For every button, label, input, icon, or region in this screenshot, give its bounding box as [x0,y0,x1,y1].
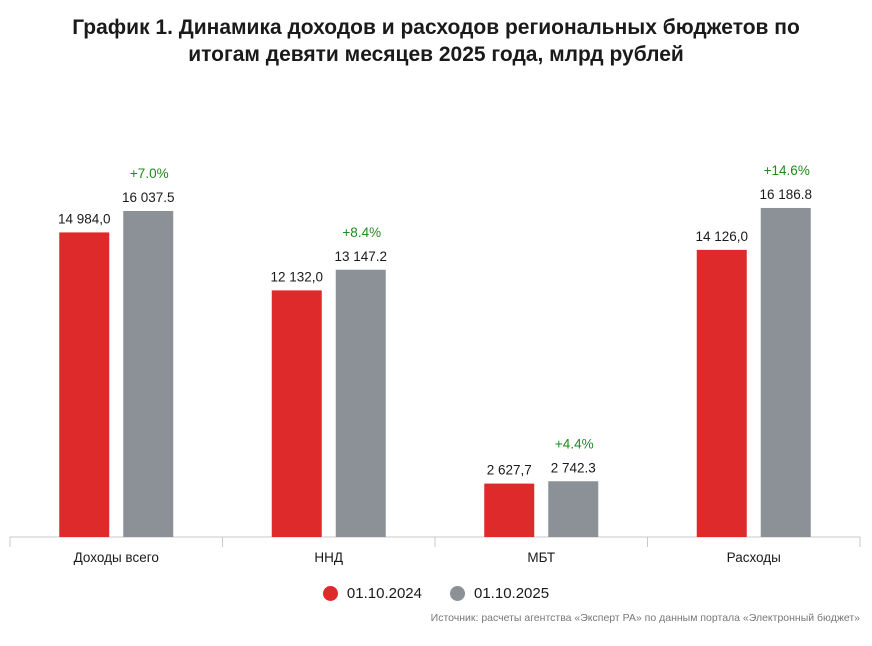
bar-series-1 [59,232,110,538]
change-label: +7.0% [130,166,169,181]
data-label: 2 742.3 [551,460,596,475]
bar-series-1 [271,290,322,537]
source-note: Источник: расчеты агентства «Эксперт РА»… [430,612,860,624]
data-label: 13 147.2 [334,249,387,264]
legend-label-series-2: 01.10.2025 [474,585,550,602]
data-label: 14 126,0 [695,229,748,244]
x-tick-label: Расходы [727,550,781,565]
x-tick-label: МБТ [527,550,555,565]
legend-item-series-1: 01.10.2024 [322,585,422,602]
data-label: 16 037.5 [122,190,175,205]
change-label: +8.4% [342,225,381,240]
chart-title-line-1: График 1. Динамика доходов и расходов ре… [72,16,800,39]
data-label: 14 984,0 [58,211,111,226]
chart-title: График 1. Динамика доходов и расходов ре… [0,14,872,68]
bar-series-1 [696,249,747,537]
x-tick-label: Доходы всего [74,550,159,565]
data-label: 16 186.8 [759,187,812,202]
legend-marker-series-2 [450,586,465,601]
legend-label-series-1: 01.10.2024 [346,585,422,602]
legend: 01.10.2024 01.10.2025 [0,585,872,602]
bar-series-2 [760,207,811,537]
legend-marker-series-1 [322,586,338,601]
bar-series-2 [335,269,386,537]
chart-title-line-2: итогам девяти месяцев 2025 года, млрд ру… [188,43,684,66]
data-label: 2 627,7 [487,463,532,478]
legend-item-series-2: 01.10.2025 [450,585,549,602]
change-label: +14.6% [764,163,810,178]
bar-series-2 [123,211,174,537]
x-tick-label: ННД [314,550,343,565]
data-label: 12 132,0 [270,269,323,284]
bar-series-1 [484,483,535,537]
bar-series-2 [548,481,599,537]
change-label: +4.4% [555,436,594,451]
